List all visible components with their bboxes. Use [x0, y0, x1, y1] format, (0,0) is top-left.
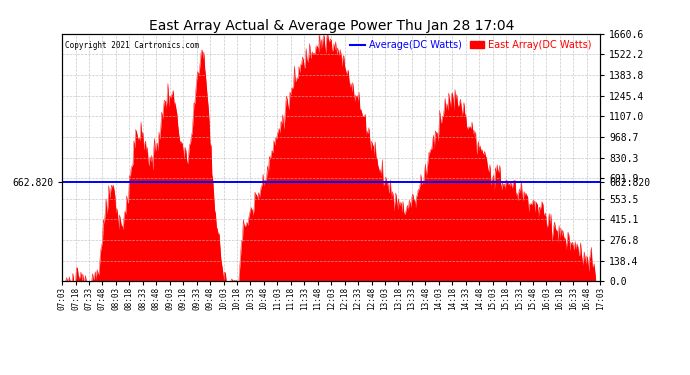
Title: East Array Actual & Average Power Thu Jan 28 17:04: East Array Actual & Average Power Thu Ja… [148, 19, 514, 33]
Text: Copyright 2021 Cartronics.com: Copyright 2021 Cartronics.com [65, 41, 199, 50]
Legend: Average(DC Watts), East Array(DC Watts): Average(DC Watts), East Array(DC Watts) [346, 36, 595, 54]
